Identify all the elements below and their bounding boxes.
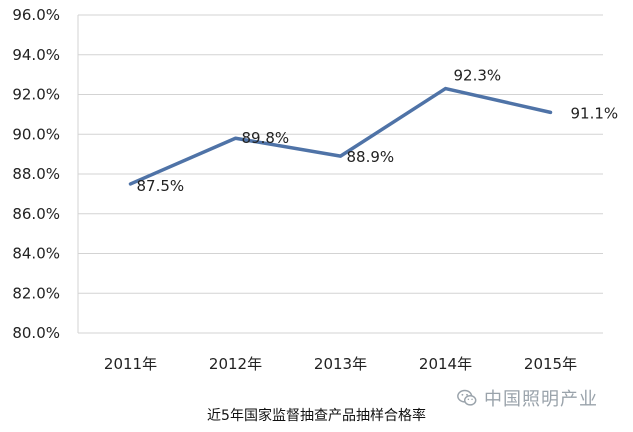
data-label: 89.8% xyxy=(242,129,290,147)
y-tick-label: 96.0% xyxy=(12,6,60,24)
y-tick-label: 92.0% xyxy=(12,86,60,104)
data-label: 92.3% xyxy=(454,67,502,85)
watermark: 中国照明产业 xyxy=(456,385,598,411)
data-label: 88.9% xyxy=(347,148,395,166)
x-axis-ticks: 2011年 2012年 2013年 2014年 2015年 xyxy=(104,355,577,373)
data-label: 91.1% xyxy=(571,104,619,122)
gridlines xyxy=(77,14,603,334)
y-tick-label: 90.0% xyxy=(12,125,60,143)
x-tick-label: 2013年 xyxy=(314,355,367,373)
watermark-text: 中国照明产业 xyxy=(484,389,598,410)
series-line xyxy=(128,86,553,186)
x-tick-label: 2014年 xyxy=(419,355,472,373)
y-tick-label: 88.0% xyxy=(12,165,60,183)
y-tick-label: 94.0% xyxy=(12,46,60,64)
y-tick-label: 80.0% xyxy=(12,324,60,342)
y-tick-label: 84.0% xyxy=(12,245,60,263)
chart-caption: 近5年国家监督抽查产品抽样合格率 xyxy=(207,408,426,424)
x-tick-label: 2012年 xyxy=(209,355,262,373)
y-tick-label: 82.0% xyxy=(12,284,60,302)
data-label: 87.5% xyxy=(137,177,185,195)
x-tick-label: 2015年 xyxy=(524,355,577,373)
wechat-icon xyxy=(457,389,477,406)
x-tick-label: 2011年 xyxy=(104,355,157,373)
data-labels: 87.5% 89.8% 88.9% 92.3% 91.1% xyxy=(137,67,619,195)
y-axis-ticks: 80.0% 82.0% 84.0% 86.0% 88.0% 90.0% 92.0% 94.0%… xyxy=(12,6,60,342)
y-tick-label: 86.0% xyxy=(12,205,60,223)
